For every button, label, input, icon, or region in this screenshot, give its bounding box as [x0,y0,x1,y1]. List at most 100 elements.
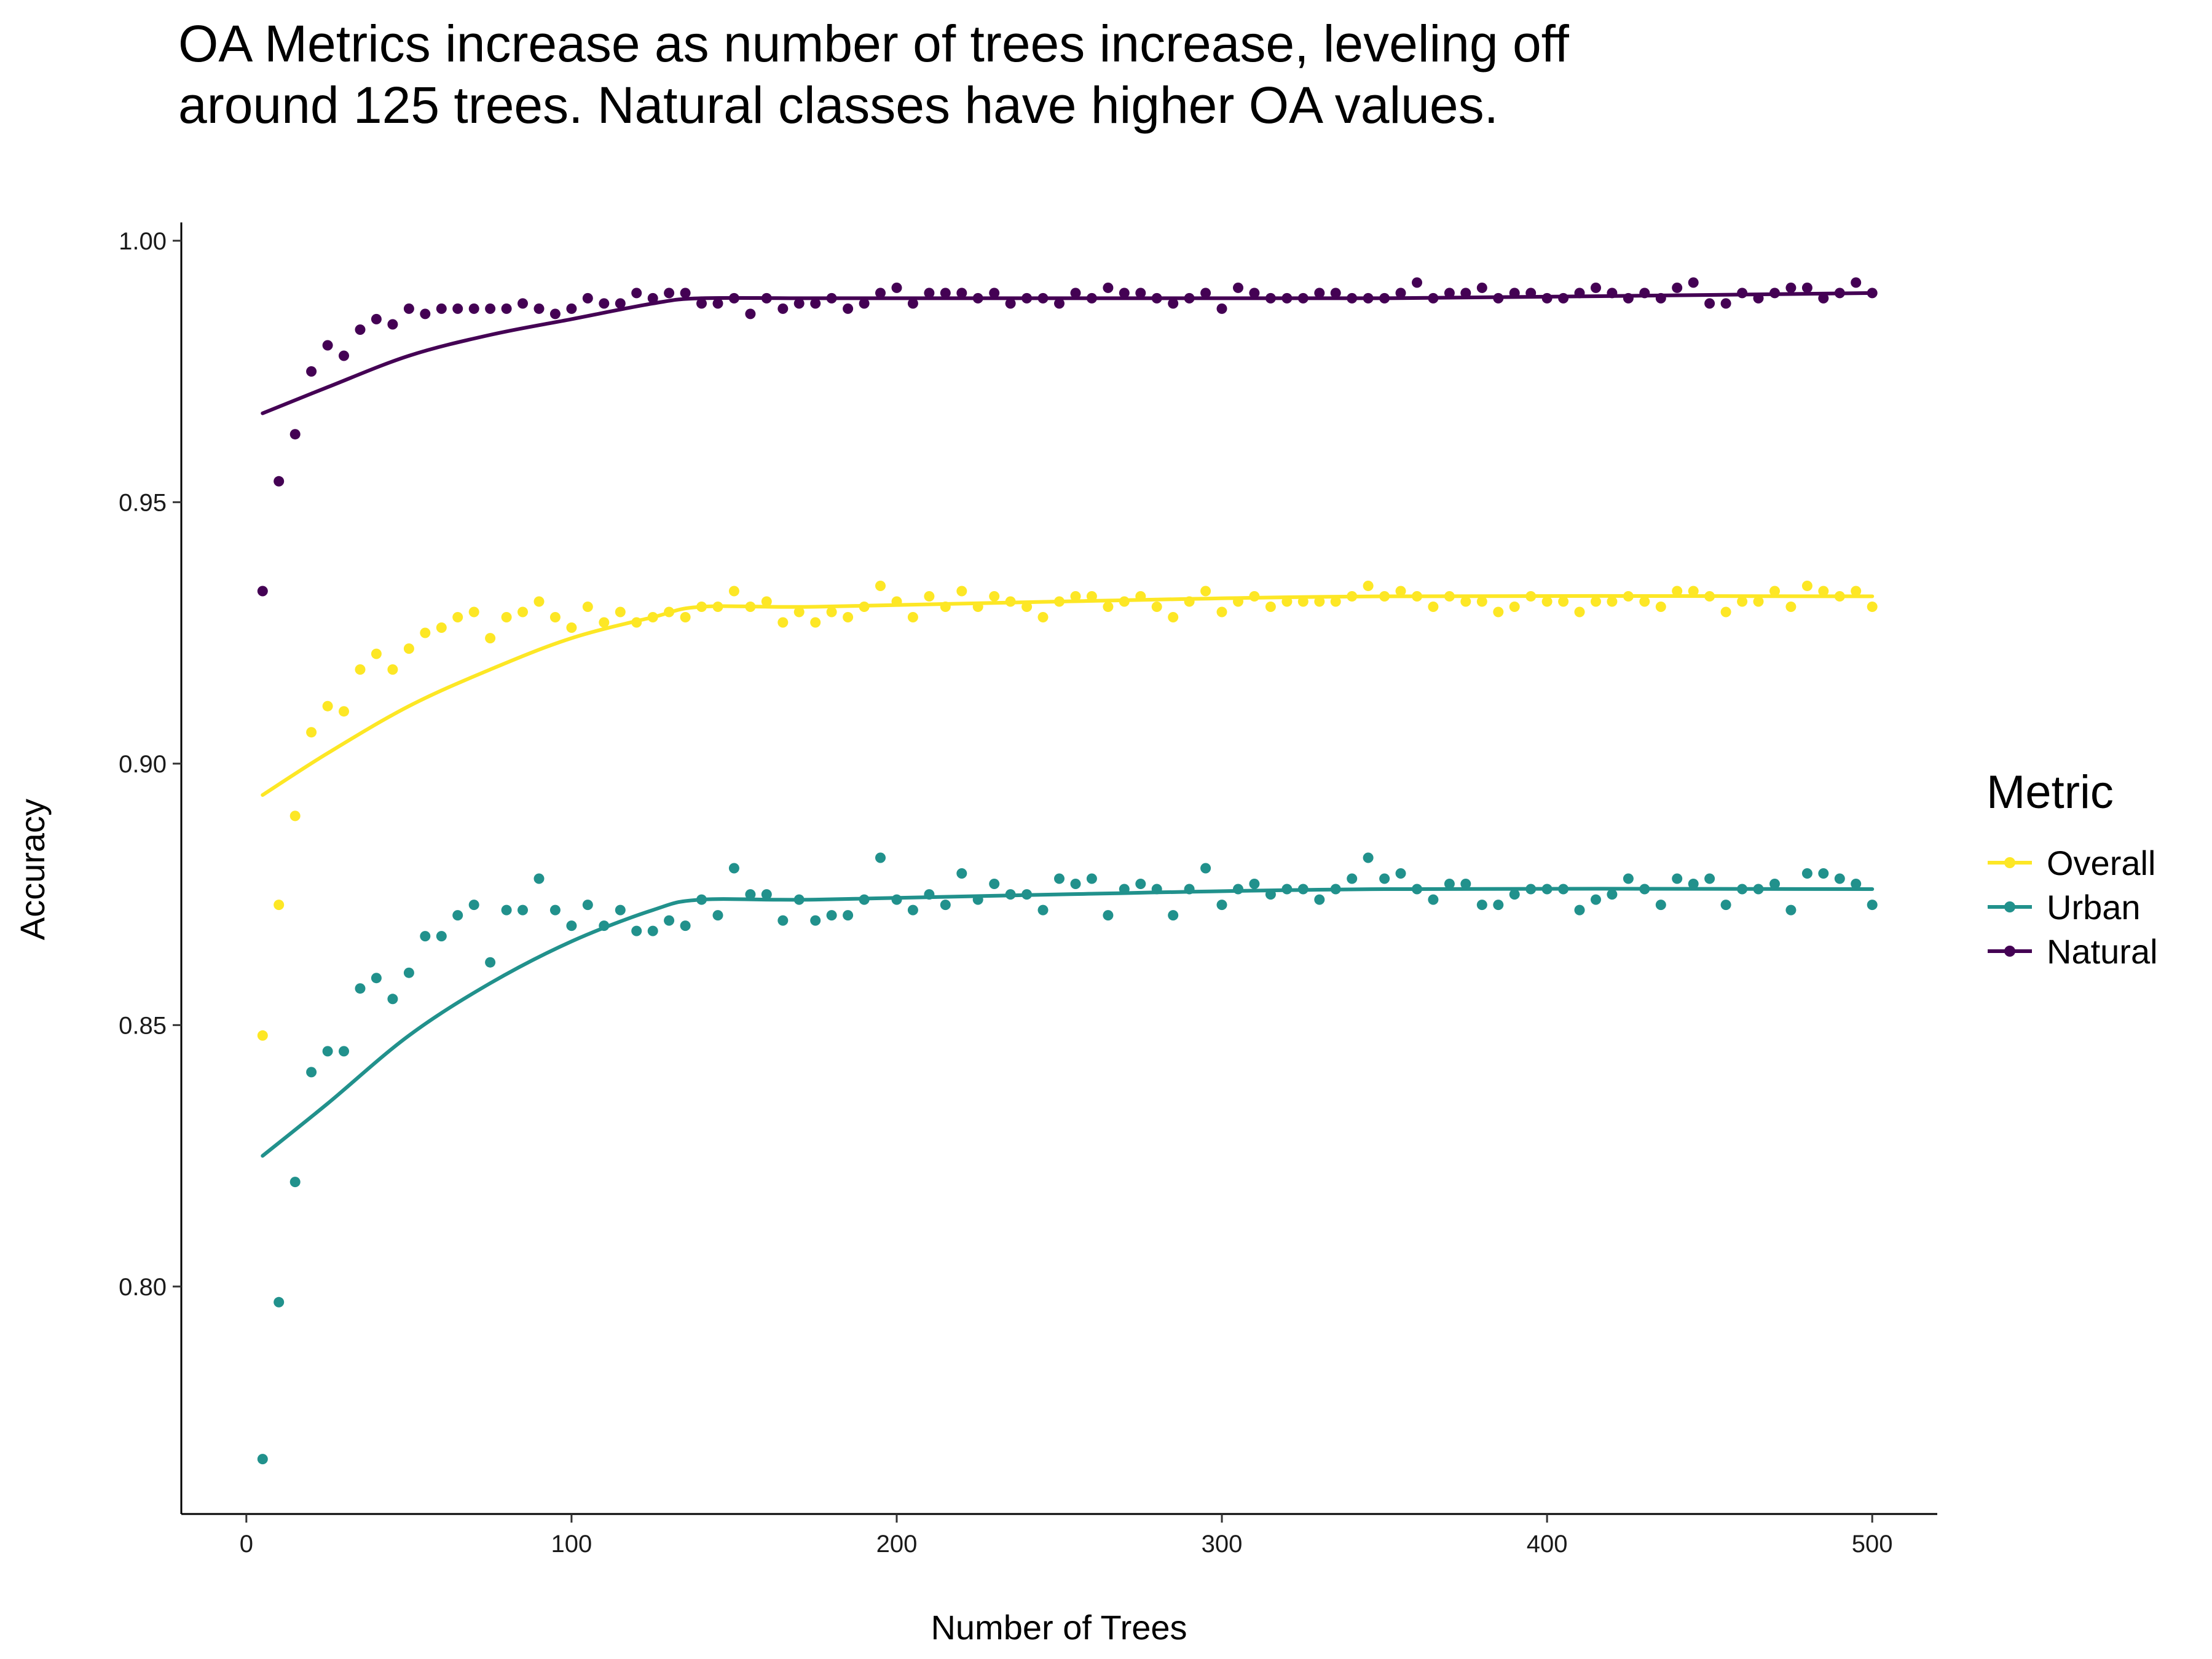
point-natural-83 [1607,288,1618,299]
point-natural-40 [907,298,918,309]
point-overall-40 [907,612,918,622]
point-urban-76 [1493,900,1504,911]
legend-label-natural: Natural [2047,932,2158,971]
point-natural-78 [1525,288,1537,299]
point-natural-59 [1216,303,1227,314]
point-natural-72 [1428,292,1439,304]
point-natural-25 [664,288,675,299]
point-natural-95 [1801,282,1813,293]
legend-label-urban: Urban [2047,888,2141,927]
point-natural-14 [485,303,496,314]
point-natural-32 [777,303,789,314]
point-overall-69 [1379,591,1390,602]
point-overall-29 [728,586,739,597]
x-tick-label-5: 500 [1852,1531,1893,1558]
y-axis-title: Accuracy [13,799,52,940]
point-urban-48 [1037,904,1049,916]
point-urban-62 [1265,889,1276,900]
point-urban-61 [1249,879,1260,889]
point-overall-76 [1493,606,1504,618]
x-tick-label-1: 100 [551,1531,592,1558]
point-overall-47 [1021,602,1033,612]
point-natural-80 [1558,292,1569,304]
point-natural-20 [582,292,593,304]
point-overall-77 [1509,602,1520,612]
point-urban-10 [420,931,431,942]
point-natural-38 [875,288,886,299]
point-urban-55 [1151,884,1162,895]
point-urban-51 [1086,873,1097,884]
point-overall-63 [1281,596,1293,607]
x-axis-ticks: 0 100 200 300 400 500 [240,1514,1893,1558]
point-urban-49 [1054,873,1065,884]
point-urban-83 [1607,889,1618,900]
point-urban-11 [436,931,447,942]
point-overall-10 [420,627,431,638]
point-natural-93 [1769,288,1780,299]
point-natural-46 [1005,298,1016,309]
point-urban-58 [1200,863,1211,874]
point-overall-12 [452,612,463,622]
point-urban-17 [533,873,545,884]
point-urban-54 [1135,879,1146,889]
point-overall-38 [875,581,886,591]
point-overall-21 [599,617,610,628]
point-overall-98 [1851,586,1862,597]
point-urban-31 [761,889,772,900]
point-overall-97 [1834,591,1845,602]
point-urban-38 [875,852,886,863]
point-natural-0 [257,586,268,597]
point-overall-99 [1867,602,1878,612]
legend-item-natural: Natural [1988,932,2158,971]
point-natural-87 [1672,282,1683,293]
point-urban-35 [826,910,837,921]
point-urban-57 [1184,884,1195,895]
point-natural-13 [468,303,479,314]
point-overall-28 [712,602,723,612]
point-overall-0 [257,1030,268,1041]
point-urban-94 [1785,904,1797,916]
point-urban-50 [1070,879,1081,889]
point-natural-11 [436,303,447,314]
point-urban-13 [468,900,479,911]
point-urban-20 [582,900,593,911]
legend-item-overall: Overall [1988,844,2155,882]
point-overall-59 [1216,606,1227,618]
y-tick-label-4: 1.00 [119,228,167,255]
point-natural-66 [1330,288,1341,299]
point-natural-68 [1363,292,1374,304]
point-urban-60 [1233,884,1243,895]
chart-title-line-1: OA Metrics increase as number of trees i… [178,15,1569,73]
point-overall-62 [1265,602,1276,612]
point-natural-48 [1037,292,1049,304]
point-overall-90 [1720,606,1731,618]
point-overall-9 [403,643,414,654]
point-natural-96 [1818,292,1829,304]
point-natural-99 [1867,288,1878,299]
point-urban-40 [907,904,918,916]
point-urban-63 [1281,884,1293,895]
point-natural-26 [680,288,691,299]
point-overall-61 [1249,591,1260,602]
point-urban-99 [1867,900,1878,911]
point-overall-75 [1476,596,1487,607]
point-overall-74 [1460,596,1471,607]
point-urban-69 [1379,873,1390,884]
point-urban-75 [1476,900,1487,911]
point-natural-57 [1184,292,1195,304]
point-overall-65 [1314,596,1325,607]
point-natural-50 [1070,288,1081,299]
point-overall-89 [1704,591,1715,602]
trend-line-urban [261,887,1875,1158]
point-overall-56 [1168,612,1179,622]
point-natural-21 [599,298,610,309]
point-natural-15 [501,303,512,314]
x-tick-label-4: 400 [1527,1531,1568,1558]
legend-swatch-point-natural [2004,946,2015,957]
point-urban-19 [566,920,577,931]
point-overall-18 [549,612,561,622]
point-natural-22 [615,298,626,309]
point-natural-42 [940,288,951,299]
point-overall-46 [1005,596,1016,607]
point-overall-13 [468,606,479,618]
